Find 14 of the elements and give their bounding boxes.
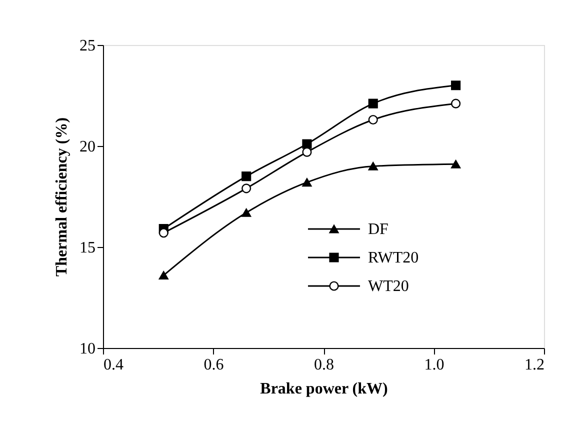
legend-label: WT20: [368, 278, 409, 295]
x-axis-title: Brake power (kW): [260, 380, 388, 398]
legend-label: DF: [368, 221, 389, 238]
y-axis-title: Thermal efficiency (%): [54, 117, 70, 277]
x-tick-label: 0.4: [104, 356, 124, 374]
y-tick-label: 15: [80, 240, 96, 256]
x-tick-label: 1.0: [424, 356, 444, 374]
x-tick-label: 0.6: [204, 356, 224, 374]
y-tick-label: 20: [80, 138, 96, 156]
legend-label: RWT20: [368, 250, 419, 266]
y-tick-label: 10: [80, 340, 96, 358]
y-tick-label: 25: [80, 38, 96, 54]
x-tick-label: 1.2: [524, 356, 544, 374]
x-tick-label: 0.8: [314, 356, 334, 374]
